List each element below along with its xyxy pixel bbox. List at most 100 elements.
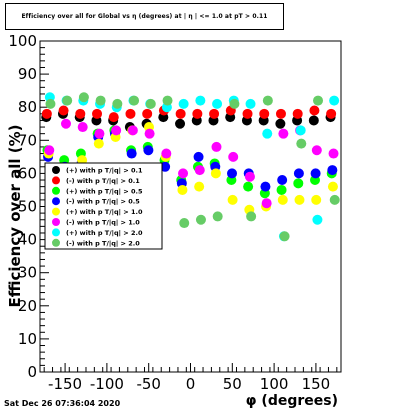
data-point xyxy=(277,194,288,205)
data-point xyxy=(212,98,223,109)
data-point xyxy=(94,128,105,139)
data-point xyxy=(311,145,322,156)
data-point xyxy=(293,168,304,179)
data-point xyxy=(278,128,289,139)
data-point xyxy=(262,95,273,106)
data-point xyxy=(311,194,322,205)
data-point xyxy=(58,105,69,116)
data-point xyxy=(192,108,203,119)
data-point xyxy=(279,231,290,242)
data-point xyxy=(260,181,271,192)
data-point xyxy=(75,108,86,119)
series-2 xyxy=(41,105,337,123)
data-point xyxy=(275,108,286,119)
data-point xyxy=(308,115,319,126)
data-series-layer xyxy=(41,92,340,242)
y-tick-label: 10 xyxy=(18,330,37,348)
x-tick-label: 100 xyxy=(260,375,289,393)
data-point xyxy=(328,148,339,159)
data-point xyxy=(125,108,136,119)
data-point xyxy=(175,108,186,119)
data-point xyxy=(243,181,254,192)
data-point xyxy=(227,168,238,179)
data-point xyxy=(242,108,253,119)
data-point xyxy=(329,95,340,106)
data-point xyxy=(245,98,256,109)
data-point xyxy=(108,112,119,123)
data-point xyxy=(327,165,338,176)
data-point xyxy=(77,122,88,133)
data-point xyxy=(93,138,104,149)
timestamp: Sat Dec 26 07:36:04 2020 xyxy=(4,399,121,408)
legend-label: (+) with p T/|q| > 1.0 xyxy=(66,208,143,217)
series-8 xyxy=(45,92,340,242)
data-point xyxy=(227,194,238,205)
data-point xyxy=(160,161,171,172)
legend-label: (+) with p T/|q| > 2.0 xyxy=(66,229,143,238)
data-point xyxy=(275,118,286,129)
series-6 xyxy=(44,118,339,209)
data-point xyxy=(179,218,190,229)
data-point xyxy=(95,95,106,106)
data-point xyxy=(126,148,137,159)
y-tick-label: 60 xyxy=(18,164,37,182)
data-point xyxy=(195,214,206,225)
legend-marker xyxy=(52,176,60,185)
data-point xyxy=(310,168,321,179)
x-tick-label: -50 xyxy=(136,375,161,393)
data-point xyxy=(112,98,123,109)
plot-frame: 0 10 20 30 40 50 60 70 80 90 100 -150 -100 -50 0 50 100 1… xyxy=(8,32,342,393)
data-point xyxy=(193,151,204,162)
data-point xyxy=(292,108,303,119)
data-point xyxy=(294,194,305,205)
data-point xyxy=(161,148,172,159)
legend-label: (-) with p T/|q| > 2.0 xyxy=(66,239,140,248)
data-point xyxy=(296,138,307,149)
y-tick-label: 80 xyxy=(18,98,37,116)
legend-marker xyxy=(52,228,60,237)
data-point xyxy=(327,181,338,192)
data-point xyxy=(145,98,156,109)
data-point xyxy=(45,98,56,109)
data-point xyxy=(111,125,122,136)
data-point xyxy=(194,181,205,192)
data-point xyxy=(229,98,240,109)
data-point xyxy=(262,128,273,139)
data-point xyxy=(142,108,153,119)
data-point xyxy=(259,108,270,119)
data-point xyxy=(195,95,206,106)
data-point xyxy=(309,105,320,116)
legend-label: (+) with p T/|q| > 0.5 xyxy=(66,187,143,196)
data-point xyxy=(194,165,205,176)
data-point xyxy=(244,171,255,182)
data-point xyxy=(329,194,340,205)
legend-marker xyxy=(52,238,60,247)
legend-label: (-) with p T/|q| > 0.1 xyxy=(66,177,140,186)
data-point xyxy=(41,108,52,119)
y-axis-label: Efficiency over all (%) xyxy=(6,125,24,308)
data-point xyxy=(143,145,154,156)
legend-label: (-) with p T/|q| > 1.0 xyxy=(66,219,140,228)
data-point xyxy=(175,118,186,129)
data-point xyxy=(209,108,220,119)
data-point xyxy=(60,118,71,129)
y-tick-label: 20 xyxy=(18,297,37,315)
x-tick-label: 150 xyxy=(302,375,331,393)
x-tick-label: 50 xyxy=(223,375,242,393)
axis-labels: Efficiency over all (%) φ (degrees) xyxy=(6,125,338,410)
legend-marker xyxy=(52,166,60,174)
chart-title-box: Efficiency over all for Global vs η (deg… xyxy=(5,3,284,30)
data-point xyxy=(295,125,306,136)
data-point xyxy=(228,151,239,162)
data-point xyxy=(211,141,222,152)
data-point xyxy=(212,211,223,222)
x-axis-label: φ (degrees) xyxy=(246,393,338,409)
data-point xyxy=(276,184,287,195)
data-point xyxy=(178,168,189,179)
data-point xyxy=(210,168,221,179)
y-tick-label: 40 xyxy=(18,231,37,249)
y-tick-label: 70 xyxy=(18,131,37,149)
data-point xyxy=(261,198,272,209)
x-tick-label: -150 xyxy=(48,375,82,393)
legend-marker xyxy=(52,186,60,195)
